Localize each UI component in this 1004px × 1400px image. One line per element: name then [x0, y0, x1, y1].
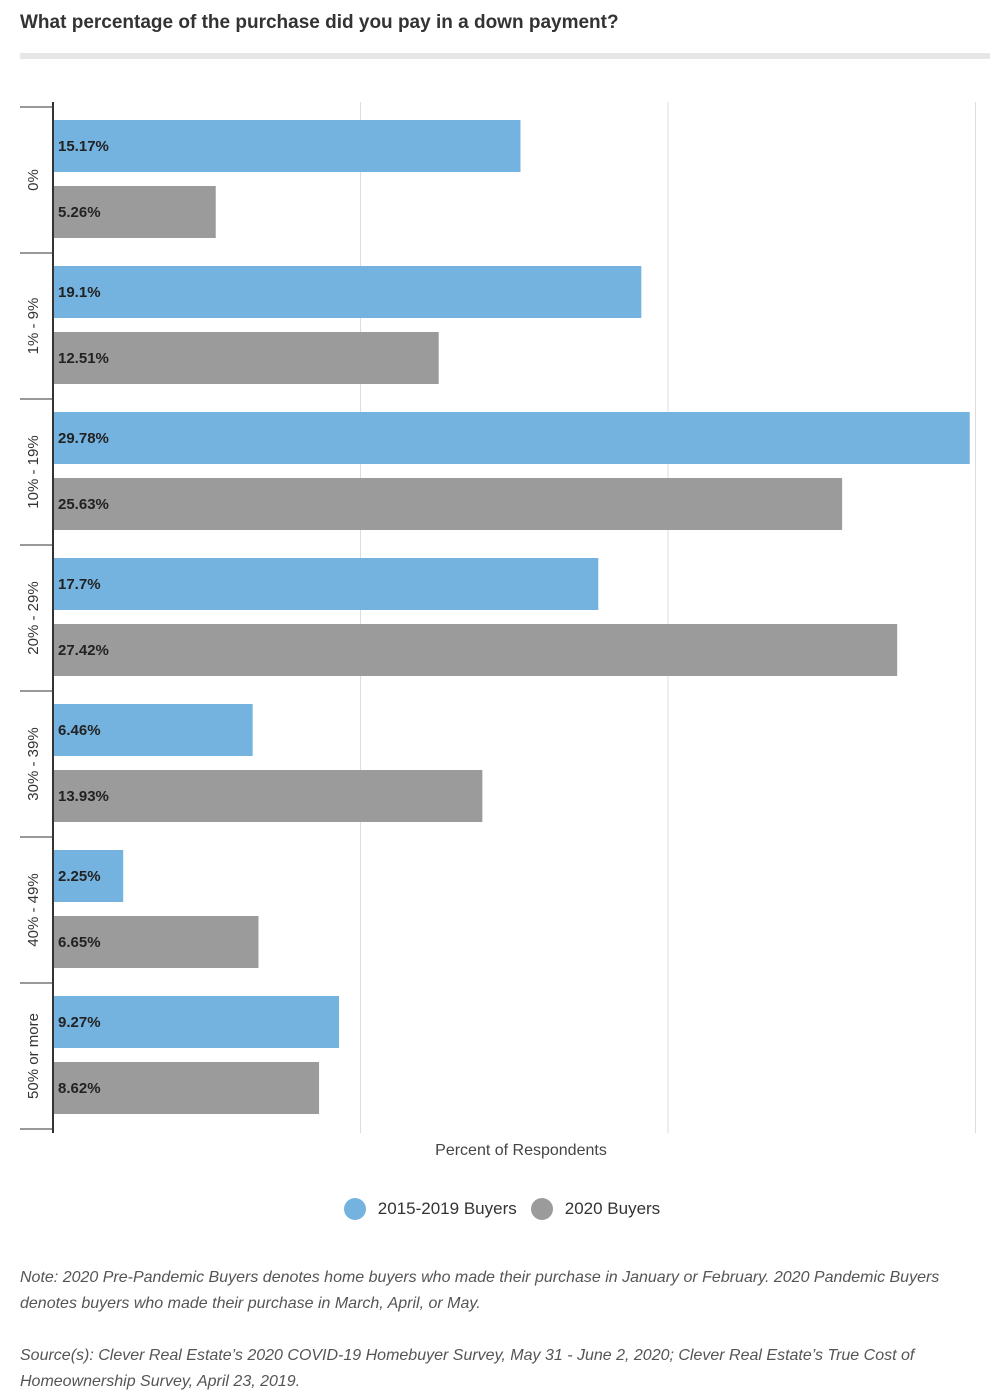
- bar-2-6: [54, 1062, 320, 1114]
- chart-title: What percentage of the purchase did you …: [20, 12, 619, 33]
- legend-label-series-1: 2015-2019 Buyers: [377, 1199, 517, 1218]
- data-label-1-5: 2.25%: [58, 868, 101, 885]
- data-label-1-6: 9.27%: [58, 1014, 101, 1031]
- legend-item-series-2[interactable]: 2020 Buyers: [530, 1198, 661, 1220]
- bar-2-3: [54, 624, 898, 676]
- data-label-1-0: 15.17%: [58, 138, 109, 155]
- chart-note: Note: 2020 Pre-Pandemic Buyers denotes h…: [20, 1269, 940, 1312]
- chart-source: Source(s): Clever Real Estate’s 2020 COV…: [20, 1347, 915, 1390]
- legend-swatch-series-2: [530, 1198, 553, 1220]
- bar-2-0: [54, 186, 216, 238]
- legend-label-series-2: 2020 Buyers: [564, 1199, 661, 1218]
- data-label-2-2: 25.63%: [58, 496, 109, 513]
- data-label-1-1: 19.1%: [58, 284, 101, 301]
- data-label-1-2: 29.78%: [58, 430, 109, 447]
- bar-2-1: [54, 332, 439, 384]
- data-label-2-1: 12.51%: [58, 350, 109, 367]
- legend-swatch-series-1: [343, 1198, 366, 1220]
- bar-2-2: [54, 478, 843, 530]
- bar-1-5: [54, 850, 124, 902]
- category-label-2: 10% - 19%: [25, 435, 42, 508]
- bar-2-4: [54, 770, 483, 822]
- data-label-1-3: 17.7%: [58, 576, 101, 593]
- data-label-2-4: 13.93%: [58, 788, 109, 805]
- bar-1-3: [54, 558, 599, 610]
- bar-1-0: [54, 120, 521, 172]
- bar-1-4: [54, 704, 253, 756]
- bar-2-5: [54, 916, 259, 968]
- title-divider: [20, 53, 990, 59]
- bar-chart: 15.17% 5.26% 0% 19.1% 12.51% 1% - 9% 29.78% 25.…: [20, 102, 976, 1159]
- category-label-4: 30% - 39%: [25, 727, 42, 800]
- bar-1-2: [54, 412, 970, 464]
- legend-item-series-1[interactable]: 2015-2019 Buyers: [343, 1198, 517, 1220]
- chart-legend: 2015-2019 Buyers 2020 Buyers: [0, 1198, 1004, 1220]
- bar-1-6: [54, 996, 340, 1048]
- category-label-6: 50% or more: [25, 1013, 42, 1099]
- category-label-3: 20% - 29%: [25, 581, 42, 654]
- data-label-2-3: 27.42%: [58, 642, 109, 659]
- data-label-2-5: 6.65%: [58, 934, 101, 951]
- data-label-1-4: 6.46%: [58, 722, 101, 739]
- category-label-0: 0%: [25, 169, 42, 191]
- bar-1-1: [54, 266, 642, 318]
- data-label-2-6: 8.62%: [58, 1080, 101, 1097]
- category-label-5: 40% - 49%: [25, 873, 42, 946]
- x-axis-title: Percent of Respondents: [435, 1142, 607, 1159]
- data-label-2-0: 5.26%: [58, 204, 101, 221]
- category-label-1: 1% - 9%: [25, 298, 42, 355]
